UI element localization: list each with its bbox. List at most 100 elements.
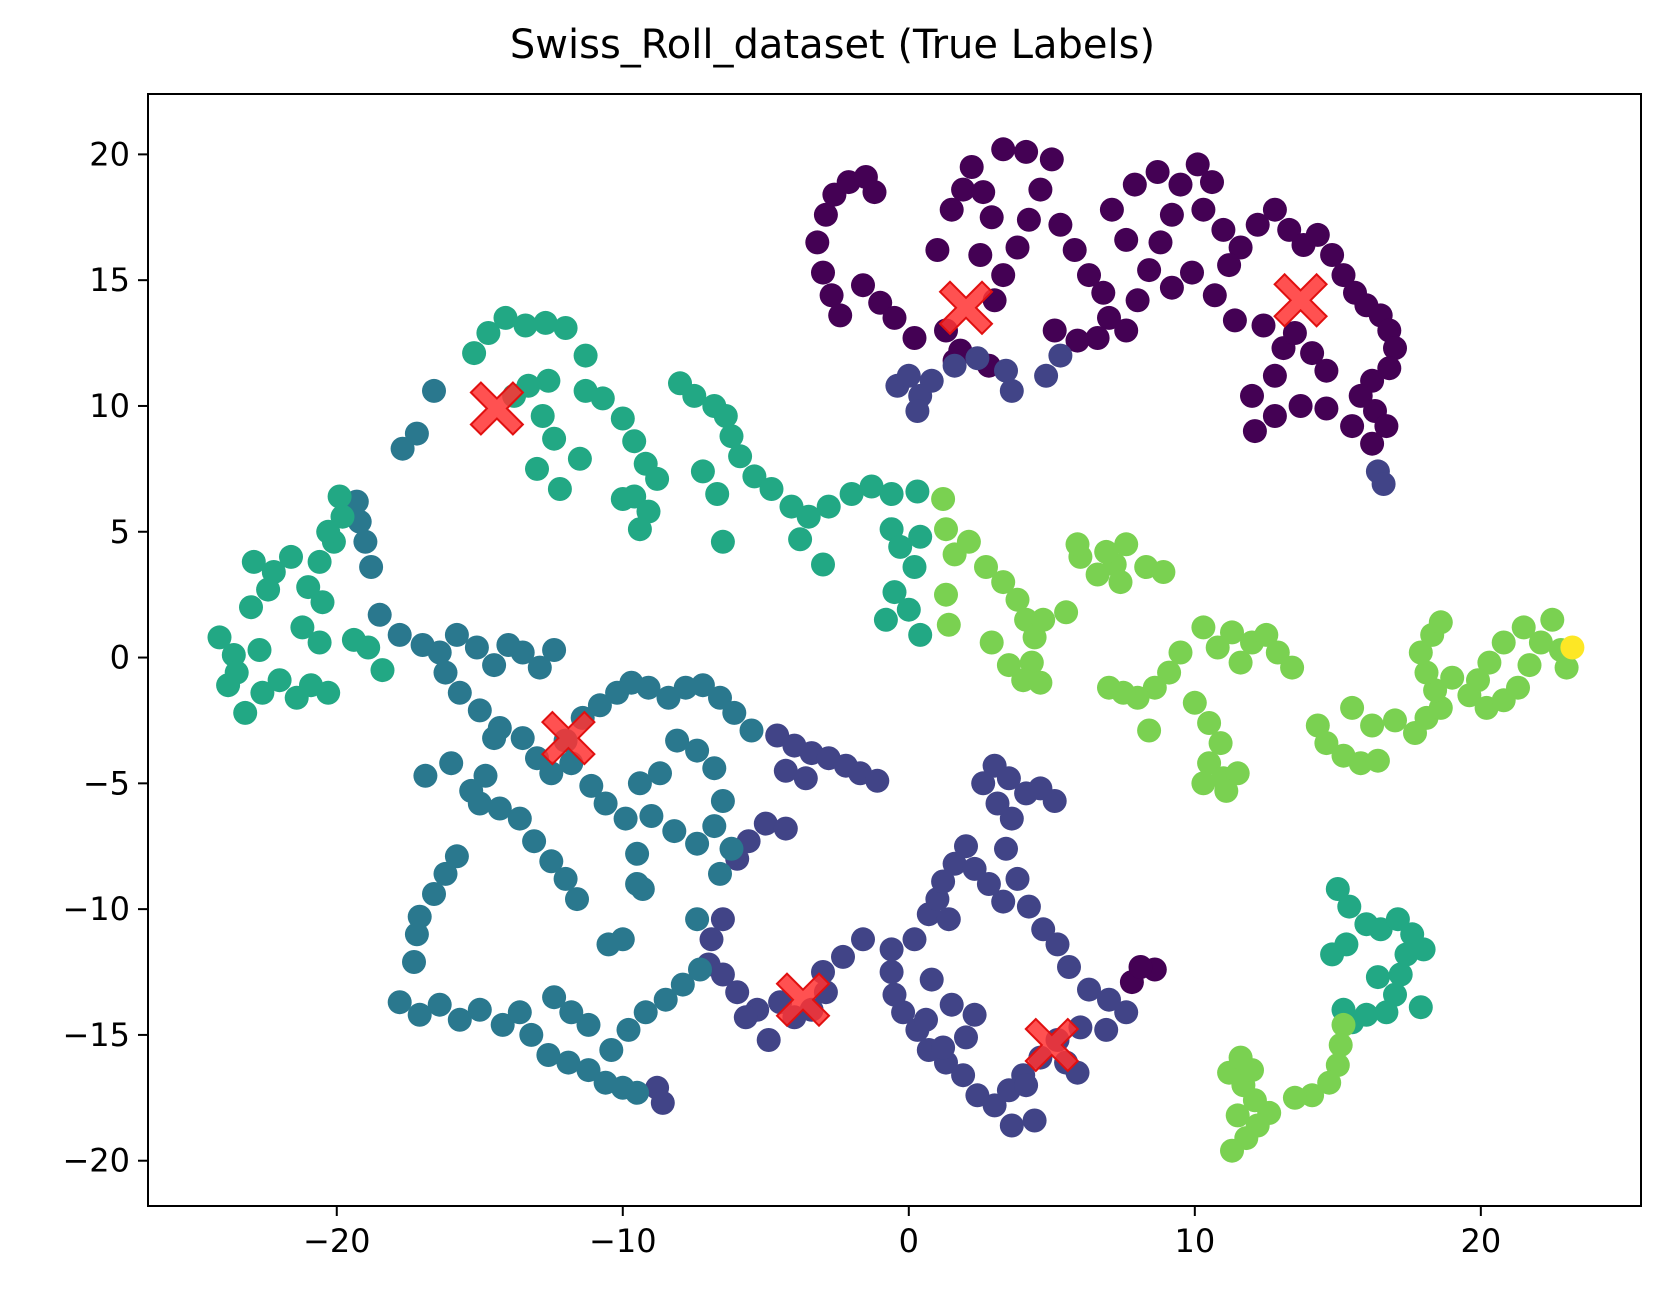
data-point <box>593 791 618 816</box>
data-point <box>662 819 687 844</box>
data-point <box>1180 260 1204 285</box>
data-point <box>1039 147 1064 172</box>
data-point <box>427 640 452 665</box>
data-point <box>862 180 887 205</box>
data-point <box>599 1038 624 1062</box>
data-point <box>525 456 549 481</box>
data-point <box>1094 539 1119 564</box>
data-point <box>610 927 635 952</box>
data-point <box>233 700 258 725</box>
data-point <box>991 570 1016 595</box>
data-point <box>705 482 730 506</box>
data-point <box>1211 217 1236 242</box>
data-point <box>690 459 715 484</box>
data-point <box>1511 615 1536 640</box>
data-point <box>462 341 487 366</box>
data-point <box>965 1083 990 1108</box>
data-point <box>819 283 844 308</box>
data-point <box>447 1007 472 1032</box>
data-point <box>936 907 961 932</box>
data-point <box>690 673 715 698</box>
data-point <box>404 922 429 947</box>
data-point <box>590 386 615 411</box>
data-point <box>1122 172 1147 197</box>
data-point <box>1159 275 1184 300</box>
data-point <box>882 580 907 605</box>
data-point <box>971 771 996 796</box>
data-point <box>536 368 561 393</box>
data-point <box>739 718 764 743</box>
data-point <box>1317 1070 1342 1095</box>
data-point <box>1028 177 1053 202</box>
y-tick-label: 20 <box>89 135 130 173</box>
x-tick-label: 10 <box>1174 1222 1215 1260</box>
data-point <box>510 726 535 751</box>
data-point <box>1031 917 1056 942</box>
data-point <box>879 960 904 984</box>
data-point <box>1202 283 1227 308</box>
data-point <box>645 466 670 491</box>
data-point <box>1408 640 1433 665</box>
data-point <box>702 814 727 839</box>
data-point <box>622 429 647 454</box>
data-point <box>387 622 412 647</box>
data-point <box>542 426 567 451</box>
data-point <box>1185 152 1210 177</box>
data-point <box>976 872 1001 896</box>
y-tick-label: 10 <box>89 387 130 425</box>
data-point <box>616 1017 641 1042</box>
data-point <box>1374 414 1399 439</box>
data-point <box>1042 318 1067 343</box>
data-point <box>519 1022 544 1047</box>
data-point <box>1157 660 1182 685</box>
data-point <box>908 622 933 647</box>
data-point <box>908 524 933 549</box>
y-tick-label: 0 <box>110 639 130 677</box>
data-point <box>1528 630 1553 655</box>
data-point <box>1328 1033 1353 1057</box>
data-point <box>1331 263 1356 288</box>
data-point <box>1466 668 1490 693</box>
data-point <box>536 1043 561 1067</box>
data-point <box>290 615 315 640</box>
data-point <box>553 316 578 340</box>
data-point <box>1560 635 1585 660</box>
data-point <box>636 675 661 700</box>
data-point <box>250 680 275 705</box>
data-point <box>487 796 512 821</box>
x-tick-label: 0 <box>899 1222 919 1260</box>
data-point <box>859 474 884 499</box>
data-point <box>1428 610 1453 635</box>
data-point <box>702 756 727 781</box>
data-point <box>788 527 813 552</box>
data-point <box>422 882 446 906</box>
data-point <box>370 658 395 683</box>
data-point <box>625 841 650 866</box>
data-point <box>556 1050 581 1075</box>
data-point <box>965 346 990 371</box>
data-point <box>1205 635 1230 660</box>
data-point <box>888 534 913 559</box>
data-point <box>1197 711 1222 735</box>
data-point <box>699 927 724 952</box>
data-point <box>493 305 518 330</box>
data-point <box>1168 172 1193 197</box>
data-point <box>1320 243 1345 267</box>
data-point <box>610 487 635 511</box>
data-point <box>1042 789 1067 813</box>
data-point <box>939 197 964 222</box>
data-point <box>994 836 1018 861</box>
data-point <box>239 595 263 620</box>
y-tick-label: −20 <box>62 1142 130 1180</box>
data-point <box>1005 587 1030 612</box>
chart-title: Swiss_Roll_dataset (True Labels) <box>509 22 1156 68</box>
data-point <box>1408 995 1433 1020</box>
data-point <box>851 927 875 952</box>
data-point <box>665 728 690 753</box>
data-point <box>931 1035 956 1060</box>
data-point <box>1054 600 1079 625</box>
data-point <box>1365 748 1390 773</box>
data-point <box>1114 532 1139 557</box>
axes-frame <box>147 93 1642 1207</box>
data-point <box>974 555 998 579</box>
